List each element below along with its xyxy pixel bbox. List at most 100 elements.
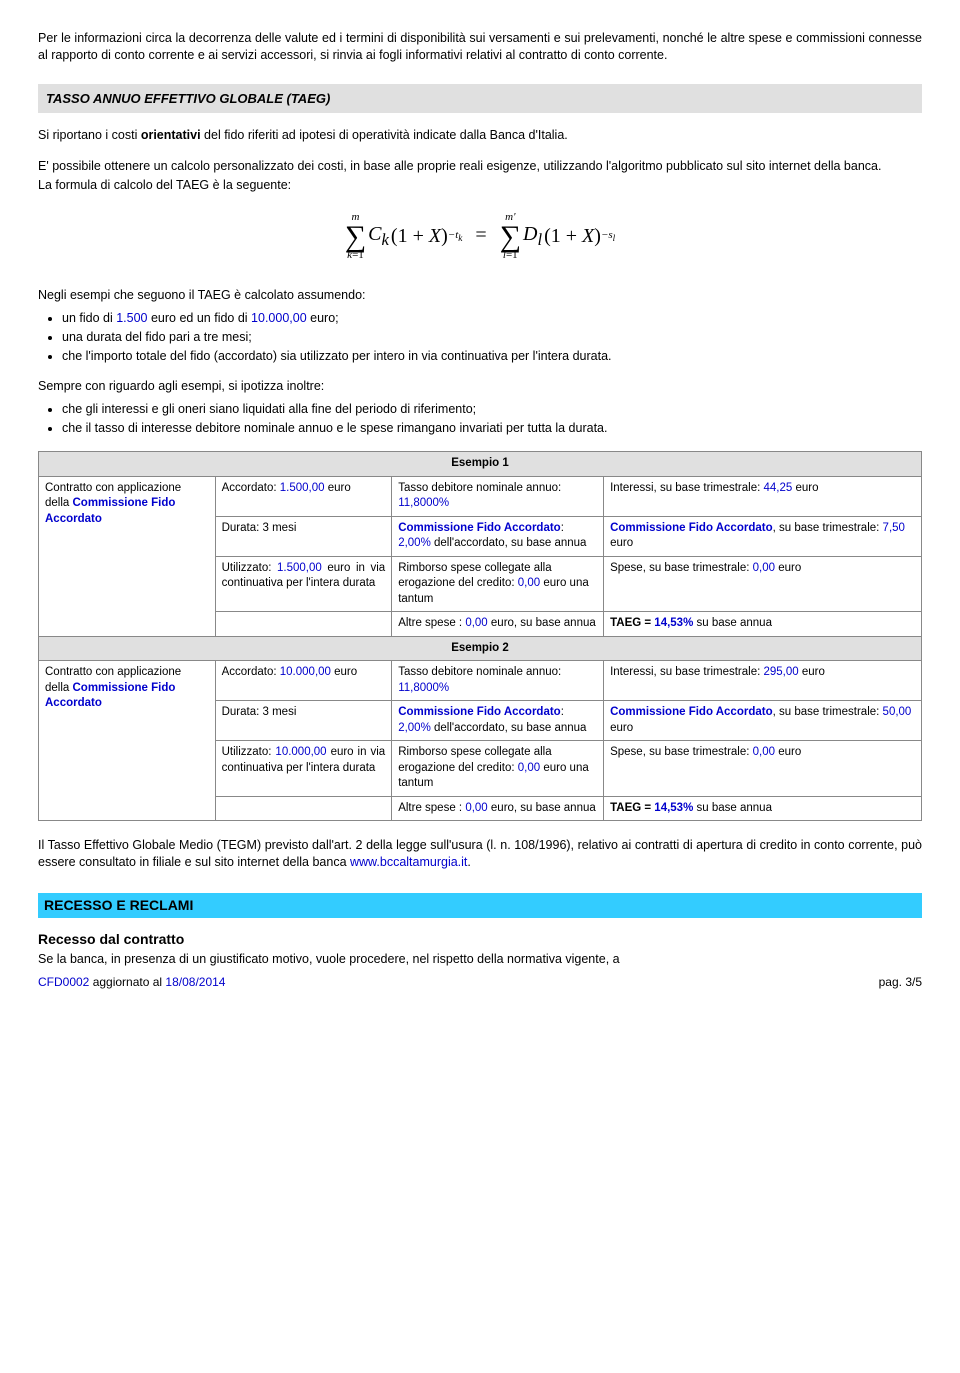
utilizzato-cell: Utilizzato: 10.000,00 euro in via contin…	[215, 741, 392, 797]
utilizzato-cell: Utilizzato: 1.500,00 euro in via continu…	[215, 556, 392, 612]
durata-cell: Durata: 3 mesi	[215, 701, 392, 741]
example-1-header: Esempio 1	[39, 452, 922, 477]
bank-website-link[interactable]: www.bccaltamurgia.it	[350, 855, 467, 869]
text: aggiornato al	[89, 975, 165, 989]
value: 0,00	[753, 746, 775, 758]
text: Commissione Fido Accordato	[610, 706, 773, 718]
text: Si riportano i costi	[38, 128, 141, 142]
commissione-out-cell: Commissione Fido Accordato, su base trim…	[604, 516, 922, 556]
value: 0,00	[518, 577, 540, 589]
value: 295,00	[764, 666, 799, 678]
rimborso-cell: Rimborso spese collegate alla erogazione…	[392, 741, 604, 797]
sempre-intro: Sempre con riguardo agli esempi, si ipot…	[38, 378, 922, 395]
contract-type-cell: Contratto con applicazione della Commiss…	[39, 476, 216, 636]
recesso-section-header: RECESSO E RECLAMI	[38, 893, 922, 918]
value: 7,50	[883, 522, 905, 534]
list-item: che il tasso di interesse debitore nomin…	[62, 420, 922, 437]
text: Spese, su base trimestrale:	[610, 562, 753, 574]
text: Il Tasso Effettivo Globale Medio (TEGM) …	[38, 838, 922, 869]
value: 50,00	[883, 706, 912, 718]
commissione-cell: Commissione Fido Accordato: 2,00% dell'a…	[392, 516, 604, 556]
accordato-cell: Accordato: 1.500,00 euro	[215, 476, 392, 516]
text: su base annua	[693, 802, 772, 814]
tasso-cell: Tasso debitore nominale annuo: 11,8000%	[392, 661, 604, 701]
recesso-text: Se la banca, in presenza di un giustific…	[38, 951, 922, 968]
text: euro, su base annua	[488, 802, 596, 814]
page-footer: CFD0002 aggiornato al 18/08/2014 pag. 3/…	[38, 974, 922, 990]
commissione-out-cell: Commissione Fido Accordato, su base trim…	[604, 701, 922, 741]
taeg-p3: La formula di calcolo del TAEG è la segu…	[38, 177, 922, 194]
empty-cell	[215, 612, 392, 637]
text: Altre spese :	[398, 802, 465, 814]
altre-spese-cell: Altre spese : 0,00 euro, su base annua	[392, 612, 604, 637]
text: Commissione Fido Accordato	[398, 706, 561, 718]
interessi-cell: Interessi, su base trimestrale: 295,00 e…	[604, 661, 922, 701]
accordato-cell: Accordato: 10.000,00 euro	[215, 661, 392, 701]
value: 44,25	[764, 482, 793, 494]
value: 14,53%	[654, 617, 693, 629]
value: 0,00	[465, 802, 487, 814]
text: Accordato:	[222, 482, 280, 494]
text: , su base trimestrale:	[773, 706, 883, 718]
durata-cell: Durata: 3 mesi	[215, 516, 392, 556]
assume-list: un fido di 1.500 euro ed un fido di 10.0…	[62, 310, 922, 365]
text: Commissione Fido Accordato	[610, 522, 773, 534]
examples-table: Esempio 1 Contratto con applicazione del…	[38, 451, 922, 821]
value: 2,00%	[398, 722, 431, 734]
value: 10.000,00	[280, 666, 331, 678]
value: 1.500,00	[277, 562, 322, 574]
text: Tasso debitore nominale annuo:	[398, 666, 561, 678]
text: euro	[325, 482, 351, 494]
text: euro, su base annua	[488, 617, 596, 629]
value: 0,00	[465, 617, 487, 629]
value: 2,00%	[398, 537, 431, 549]
commissione-cell: Commissione Fido Accordato: 2,00% dell'a…	[392, 701, 604, 741]
footer-code: CFD0002	[38, 975, 89, 989]
taeg-section-header: TASSO ANNUO EFFETTIVO GLOBALE (TAEG)	[38, 84, 922, 114]
text: TAEG =	[610, 617, 654, 629]
text: :	[561, 522, 564, 534]
list-item: che l'importo totale del fido (accordato…	[62, 348, 922, 365]
footer-date: 18/08/2014	[165, 975, 225, 989]
text: Spese, su base trimestrale:	[610, 746, 753, 758]
value: 11,8000%	[398, 682, 449, 694]
rimborso-cell: Rimborso spese collegate alla erogazione…	[392, 556, 604, 612]
contract-type-cell: Contratto con applicazione della Commiss…	[39, 661, 216, 821]
altre-spese-cell: Altre spese : 0,00 euro, su base annua	[392, 796, 604, 821]
value: 0,00	[518, 762, 540, 774]
list-item: che gli interessi e gli oneri siano liqu…	[62, 401, 922, 418]
sempre-list: che gli interessi e gli oneri siano liqu…	[62, 401, 922, 437]
text: un fido di	[62, 311, 116, 325]
spese-cell: Spese, su base trimestrale: 0,00 euro	[604, 741, 922, 797]
text: Interessi, su base trimestrale:	[610, 666, 763, 678]
text: Tasso debitore nominale annuo:	[398, 482, 561, 494]
value: 11,8000%	[398, 497, 449, 509]
interessi-cell: Interessi, su base trimestrale: 44,25 eu…	[604, 476, 922, 516]
text: TAEG =	[610, 802, 654, 814]
text: Accordato:	[222, 666, 280, 678]
text: euro	[610, 537, 633, 549]
spese-cell: Spese, su base trimestrale: 0,00 euro	[604, 556, 922, 612]
tegm-paragraph: Il Tasso Effettivo Globale Medio (TEGM) …	[38, 837, 922, 871]
list-item: una durata del fido pari a tre mesi;	[62, 329, 922, 346]
text: del fido riferiti ad ipotesi di operativ…	[201, 128, 568, 142]
taeg-result-cell: TAEG = 14,53% su base annua	[604, 796, 922, 821]
list-item: un fido di 1.500 euro ed un fido di 10.0…	[62, 310, 922, 327]
text: euro	[792, 482, 818, 494]
text: euro	[799, 666, 825, 678]
text-bold: orientativi	[141, 128, 201, 142]
text: Altre spese :	[398, 617, 465, 629]
empty-cell	[215, 796, 392, 821]
text: :	[561, 706, 564, 718]
text: euro	[610, 722, 633, 734]
text: euro	[775, 562, 801, 574]
value: 10.000,00	[275, 746, 326, 758]
value: 0,00	[753, 562, 775, 574]
text: .	[467, 855, 470, 869]
text: su base annua	[693, 617, 772, 629]
text: euro	[331, 666, 357, 678]
text: dell'accordato, su base annua	[431, 722, 587, 734]
taeg-result-cell: TAEG = 14,53% su base annua	[604, 612, 922, 637]
text: euro;	[307, 311, 339, 325]
intro-paragraph: Per le informazioni circa la decorrenza …	[38, 30, 922, 64]
